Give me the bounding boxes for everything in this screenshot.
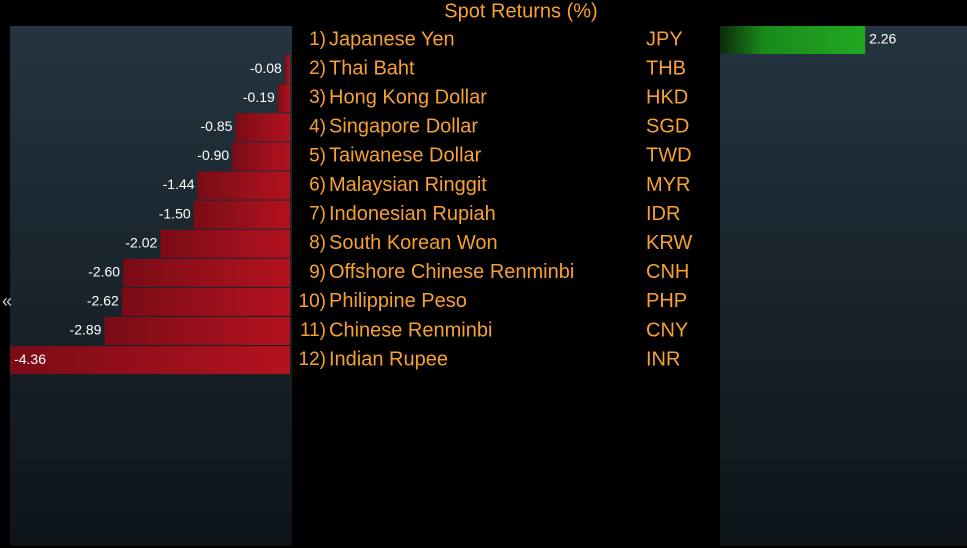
value-label: 2.26 [869,31,896,47]
bar [284,55,290,84]
value-label: -2.89 [70,322,102,338]
bar [197,171,290,200]
rank: 8) [309,233,326,254]
currency-code: CNH [646,261,689,283]
value-label: -2.60 [88,264,120,280]
value-label: -4.36 [14,351,46,367]
rank: 10) [299,291,326,312]
currency-code: MYR [646,174,690,196]
category-label: Singapore Dollar [329,116,478,138]
category-label: Thai Baht [329,57,415,79]
bar [160,229,290,258]
bar [121,287,291,316]
currency-code: KRW [646,232,692,254]
rank: 1) [309,29,326,50]
rank: 3) [309,87,326,108]
category-label: Hong Kong Dollar [329,86,487,108]
currency-code: HKD [646,86,688,108]
chart-title: Spot Returns (%) [444,0,597,22]
value-label: -0.85 [201,118,233,134]
category-label: Philippine Peso [329,290,467,312]
rank: 4) [309,116,326,137]
rank: 7) [309,204,326,225]
currency-code: TWD [646,145,692,167]
category-label: Chinese Renminbi [329,319,492,341]
bar [104,317,290,345]
right-panel [720,26,967,546]
bar [235,113,290,142]
value-label: -2.02 [125,234,157,250]
value-label: -0.19 [243,89,275,105]
category-label: Indonesian Rupiah [329,203,496,225]
category-label: Offshore Chinese Renminbi [329,261,574,283]
currency-code: INR [646,348,680,370]
rank: 6) [309,175,326,196]
rank: 2) [309,58,326,79]
collapse-icon[interactable]: « [2,291,12,311]
value-label: -1.50 [159,205,191,221]
rank: 9) [309,262,326,283]
bar [232,142,290,171]
category-label: Malaysian Ringgit [329,174,487,196]
value-label: -2.62 [87,293,119,309]
rank: 11) [300,320,326,341]
category-label: Japanese Yen [329,28,455,50]
currency-code: THB [646,57,686,79]
bar [10,346,290,375]
currency-code: IDR [646,203,680,225]
category-label: South Korean Won [329,232,498,254]
currency-code: CNY [646,319,688,341]
bar [720,26,866,54]
rank: 12) [299,349,326,370]
bar [123,258,290,287]
bar [277,84,290,113]
value-label: -0.08 [250,60,282,76]
category-label: Indian Rupee [329,348,448,370]
rank: 5) [309,145,326,166]
value-label: -0.90 [197,147,229,163]
bar [193,200,290,229]
currency-code: SGD [646,116,689,138]
currency-code: PHP [646,290,687,312]
currency-code: JPY [646,28,683,50]
category-label: Taiwanese Dollar [329,145,482,167]
value-label: -1.44 [163,176,195,192]
